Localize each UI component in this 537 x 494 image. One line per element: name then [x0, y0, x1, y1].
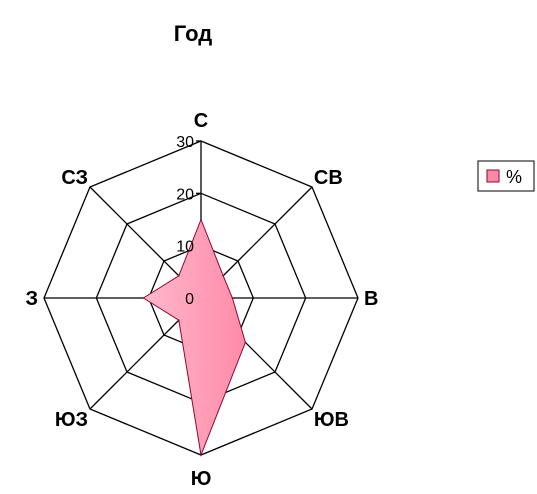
r-tick-label-10: 10 — [176, 239, 194, 256]
category-label-7: З — [25, 288, 38, 310]
chart-title: Год — [174, 21, 213, 46]
legend: % — [477, 160, 535, 192]
tick-labels: 0 10 20 30 — [176, 134, 194, 308]
category-label-4: ЮВ — [314, 409, 349, 431]
data-point-8 — [177, 274, 180, 277]
legend-swatch — [486, 169, 500, 183]
category-label-3: В — [364, 288, 378, 310]
category-label-5: Ю — [191, 468, 212, 490]
category-label-2: СВ — [314, 167, 343, 189]
data-point-6 — [177, 319, 180, 322]
r-tick-label-0: 0 — [185, 291, 194, 308]
direction-labels: С СВ В ЮВ Ю ЮЗ З СЗ — [25, 110, 378, 490]
data-point-3 — [231, 297, 234, 299]
data-point-7 — [142, 297, 145, 299]
category-label-1: С — [194, 110, 208, 132]
data-point-5 — [200, 454, 202, 456]
legend-label-series-1: % — [506, 167, 522, 187]
series-layer — [142, 218, 247, 457]
category-label-6: ЮЗ — [55, 409, 88, 431]
data-point-2 — [222, 274, 225, 277]
r-tick-label-20: 20 — [176, 186, 194, 203]
r-tick-label-30: 30 — [176, 134, 194, 151]
data-point-1 — [200, 218, 202, 221]
data-point-4 — [244, 341, 247, 344]
category-label-8: СЗ — [61, 167, 88, 189]
